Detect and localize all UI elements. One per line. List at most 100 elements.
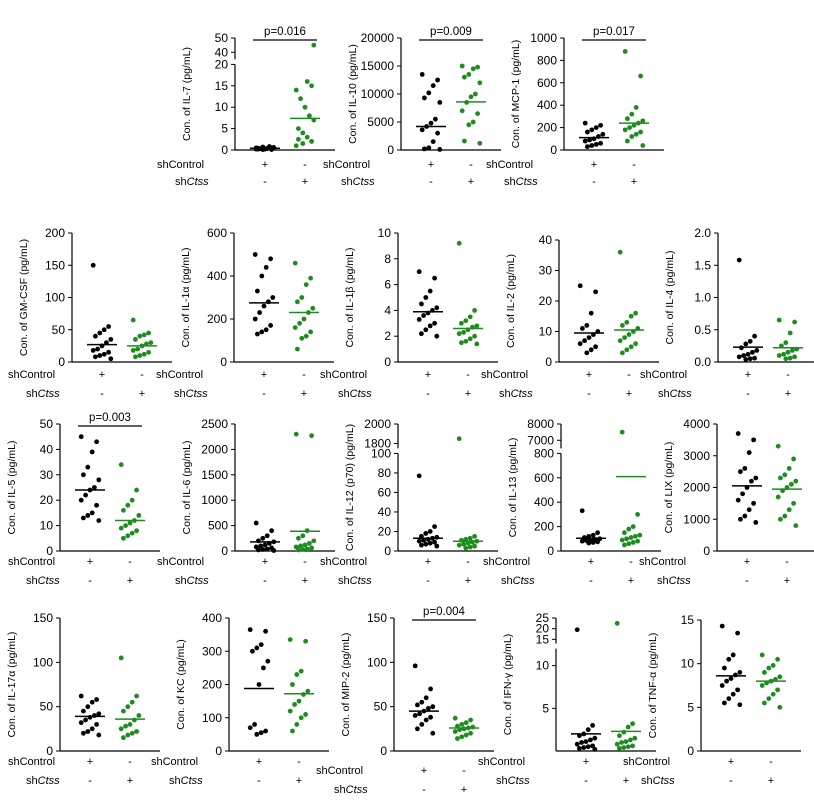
- y-tick-label: 4000: [683, 417, 710, 431]
- knockdown-point: [475, 111, 480, 116]
- control-point: [89, 699, 95, 705]
- control-point: [96, 711, 102, 717]
- control-minus: -: [592, 176, 596, 188]
- row-label-shctss: shCtss: [504, 176, 538, 188]
- control-plus: +: [87, 556, 93, 568]
- knockdown-point: [621, 729, 627, 735]
- control-point: [574, 627, 580, 633]
- control-point: [432, 320, 437, 326]
- y-tick-label: 10: [681, 657, 695, 671]
- control-point: [254, 731, 260, 737]
- row-label-shcontrol: shControl: [320, 369, 367, 381]
- y-tick-label: 4: [384, 303, 391, 317]
- knockdown-point: [468, 94, 474, 100]
- knockdown-point: [133, 337, 138, 342]
- row-label-shctss: shCtss: [499, 388, 533, 400]
- knockdown-plus: +: [127, 775, 133, 787]
- control-point: [78, 434, 84, 440]
- control-point: [255, 331, 260, 337]
- control-plus: +: [262, 556, 268, 568]
- knockdown-point: [766, 696, 772, 701]
- knockdown-point: [635, 512, 640, 517]
- knockdown-point: [118, 525, 124, 531]
- control-plus: +: [745, 369, 751, 381]
- knockdown-point: [775, 687, 780, 693]
- knockdown-point: [137, 333, 143, 339]
- y-tick-label: 5000: [367, 115, 394, 129]
- knockdown-point: [136, 713, 142, 718]
- knockdown-point: [619, 429, 625, 435]
- knockdown-point: [302, 104, 308, 110]
- knockdown-point: [459, 108, 465, 114]
- control-point: [590, 532, 596, 538]
- control-minus: -: [262, 388, 266, 400]
- control-point: [268, 256, 273, 262]
- knockdown-point: [614, 620, 620, 626]
- y-tick-label: 20000: [361, 31, 395, 45]
- control-point: [589, 143, 595, 148]
- y-tick-label: 6: [384, 278, 391, 292]
- knockdown-point: [308, 275, 313, 281]
- control-point: [742, 513, 748, 519]
- knockdown-point: [295, 299, 300, 305]
- control-point: [101, 351, 107, 357]
- row-label-shctss: shCtss: [334, 784, 368, 796]
- knockdown-point: [477, 140, 483, 146]
- row-label-shcontrol: shControl: [640, 369, 687, 381]
- control-point: [259, 329, 265, 335]
- control-point: [108, 337, 114, 342]
- control-point: [96, 477, 102, 483]
- knockdown-point: [297, 320, 302, 326]
- knockdown-point: [622, 127, 628, 133]
- control-point: [260, 535, 266, 541]
- control-point: [94, 697, 99, 702]
- knockdown-point: [123, 523, 128, 528]
- y-tick-label: 10: [215, 100, 229, 114]
- knockdown-point: [622, 530, 627, 536]
- y-axis-label: Con. of IFN-γ (pg/mL): [502, 634, 514, 736]
- knockdown-point: [786, 507, 792, 513]
- control-point: [419, 301, 424, 307]
- knockdown-point: [622, 542, 627, 548]
- knockdown-point: [300, 547, 306, 552]
- y-tick-label: 800: [537, 53, 557, 67]
- y-tick-label: 40: [539, 233, 553, 247]
- knockdown-point: [628, 535, 634, 540]
- knockdown-point: [622, 335, 627, 340]
- knockdown-minus: -: [769, 756, 773, 768]
- y-tick-label: 50: [215, 31, 229, 45]
- y-tick-label: 0: [380, 744, 387, 758]
- control-plus: +: [87, 756, 93, 768]
- knockdown-point: [776, 353, 782, 358]
- knockdown-plus: +: [296, 775, 302, 787]
- knockdown-point: [477, 80, 483, 86]
- control-point: [735, 687, 740, 693]
- knockdown-point: [295, 346, 300, 352]
- control-point: [263, 628, 268, 634]
- knockdown-point: [459, 63, 465, 69]
- knockdown-point: [762, 670, 767, 675]
- control-plus: +: [256, 756, 262, 768]
- knockdown-point: [466, 72, 472, 77]
- panel-16: 0 50 100 150 Con. of MIP-2 (pg/mL) p=0.004 shC…: [316, 606, 494, 796]
- row-label-shctss: shCtss: [26, 775, 60, 787]
- y-tick-label: 20: [539, 294, 553, 308]
- knockdown-point: [133, 354, 138, 360]
- knockdown-point: [293, 143, 299, 149]
- y-tick-label: 2: [384, 329, 391, 343]
- row-label-shctss: shCtss: [338, 388, 372, 400]
- control-plus: +: [586, 369, 592, 381]
- control-plus: +: [588, 556, 594, 568]
- knockdown-point: [462, 74, 467, 80]
- knockdown-point: [759, 652, 765, 658]
- y-axis-label: Con. of IL-13 (pg/mL): [507, 438, 519, 538]
- control-point: [426, 90, 432, 96]
- row-label-shctss: shCtss: [338, 575, 372, 587]
- knockdown-point: [775, 443, 781, 449]
- knockdown-point: [638, 73, 643, 79]
- y-tick-label: 200: [537, 121, 557, 135]
- y-tick-label: 0: [550, 143, 557, 157]
- row-label-shctss: shCtss: [175, 176, 209, 188]
- control-minus: -: [88, 775, 92, 787]
- y-tick-label: 10: [536, 659, 550, 673]
